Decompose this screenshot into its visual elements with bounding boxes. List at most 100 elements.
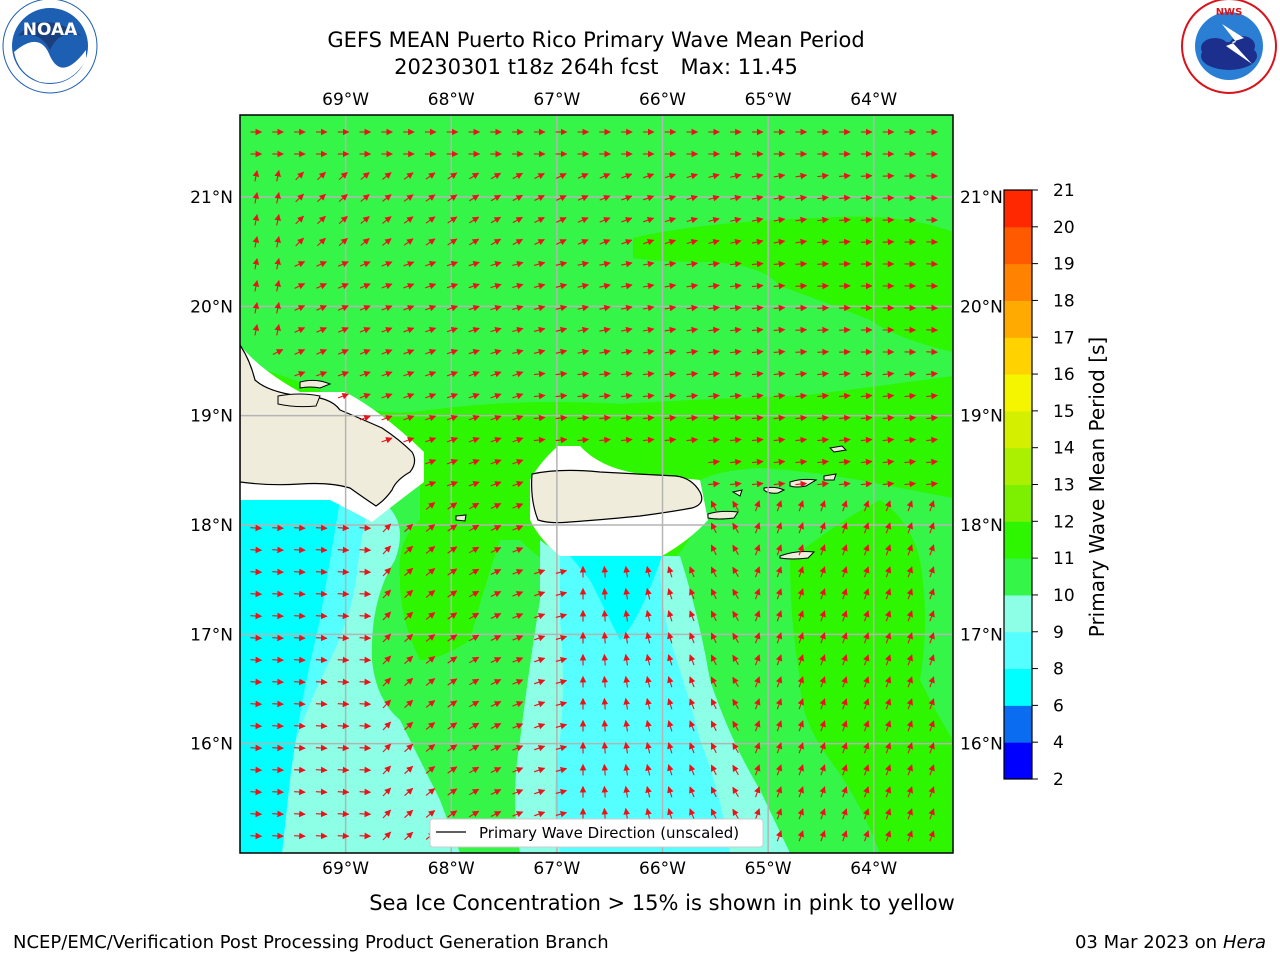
wave-direction-arrow	[469, 216, 480, 224]
wave-direction-arrow	[404, 677, 414, 687]
colorbar-tick-label: 9	[1053, 623, 1064, 643]
wave-direction-arrow	[360, 238, 370, 246]
wave-direction-arrow	[819, 566, 826, 578]
wave-direction-arrow	[382, 699, 392, 709]
wave-direction-arrow	[555, 414, 568, 422]
wave-direction-arrow	[708, 348, 720, 356]
wave-direction-arrow	[316, 283, 328, 290]
wave-direction-arrow	[839, 370, 851, 378]
wave-direction-arrow	[274, 235, 281, 248]
wave-direction-arrow	[512, 613, 524, 620]
wave-direction-arrow	[446, 371, 458, 378]
wave-direction-arrow	[404, 699, 414, 709]
mona-island-land	[455, 514, 467, 522]
wave-direction-arrow	[295, 215, 305, 225]
svg-text:NOAA: NOAA	[23, 20, 78, 40]
wave-direction-arrow	[425, 349, 437, 356]
latitude-tick-label: 21°N	[960, 188, 1003, 208]
wave-direction-arrow	[512, 767, 524, 774]
wave-direction-arrow	[533, 260, 546, 268]
wave-direction-arrow	[359, 744, 372, 752]
wave-direction-arrow	[686, 260, 699, 268]
wave-direction-arrow	[446, 481, 458, 488]
wave-direction-arrow	[294, 634, 306, 642]
wave-direction-arrow	[272, 810, 284, 818]
wave-direction-arrow	[490, 415, 502, 422]
wave-direction-legend: Primary Wave Direction (unscaled)	[429, 818, 764, 848]
wave-direction-arrow	[621, 195, 633, 202]
wave-direction-arrow	[294, 524, 306, 532]
wave-direction-arrow	[906, 742, 913, 754]
wave-direction-arrow	[841, 588, 848, 600]
wave-direction-arrow	[686, 370, 699, 378]
wave-direction-arrow	[382, 523, 392, 533]
colorbar-tick-label: 16	[1053, 365, 1075, 385]
wave-direction-arrow	[928, 610, 935, 622]
wave-direction-arrow	[274, 279, 281, 292]
wave-direction-arrow	[795, 326, 808, 334]
wave-direction-arrow	[860, 172, 873, 180]
wave-direction-arrow	[447, 568, 458, 576]
wave-direction-arrow	[382, 567, 392, 577]
wave-direction-arrow	[337, 524, 350, 532]
wave-direction-arrow	[468, 568, 480, 576]
map-subtitle: 20230301 t18z 264h fcst Max: 11.45	[240, 55, 952, 79]
wave-direction-arrow	[512, 194, 524, 202]
wave-direction-arrow	[708, 392, 720, 400]
wave-direction-arrow	[643, 239, 655, 246]
wave-direction-arrow	[860, 194, 873, 202]
wave-direction-arrow	[533, 392, 546, 400]
wave-direction-arrow	[512, 238, 524, 246]
wave-direction-arrow	[490, 811, 502, 818]
wave-direction-arrow	[817, 348, 829, 356]
wave-direction-arrow	[708, 238, 720, 246]
wave-direction-arrow	[775, 522, 783, 534]
wave-direction-arrow	[642, 414, 655, 422]
wave-direction-arrow	[577, 436, 590, 444]
colorbar-tick-label: 13	[1053, 476, 1075, 496]
wave-direction-arrow	[555, 392, 568, 400]
wave-direction-arrow	[512, 745, 524, 752]
wave-direction-arrow	[773, 194, 786, 202]
wave-direction-arrow	[404, 545, 414, 555]
wave-direction-arrow	[645, 720, 652, 732]
wave-direction-arrow	[841, 676, 848, 688]
wave-direction-arrow	[775, 588, 783, 600]
colorbar-tick-label: 14	[1053, 439, 1075, 459]
colorbar-tick-label: 11	[1053, 549, 1075, 569]
wave-direction-arrow	[555, 810, 568, 818]
wave-direction-arrow	[841, 566, 848, 578]
wave-direction-arrow	[710, 632, 717, 644]
wave-direction-arrow	[382, 216, 392, 224]
wave-direction-arrow	[601, 587, 609, 600]
wave-direction-arrow	[884, 698, 892, 710]
wave-direction-arrow	[250, 678, 263, 686]
wave-direction-arrow	[555, 282, 568, 290]
wave-direction-arrow	[490, 459, 502, 466]
wave-direction-arrow	[512, 437, 524, 444]
wave-direction-arrow	[689, 632, 696, 644]
wave-direction-arrow	[710, 698, 717, 710]
wave-direction-arrow	[490, 613, 502, 620]
wave-direction-arrow	[468, 524, 480, 532]
wave-direction-arrow	[623, 653, 630, 666]
wave-direction-arrow	[533, 326, 546, 334]
colorbar-tick-label: 2	[1053, 770, 1064, 790]
wave-direction-arrow	[446, 305, 459, 312]
wave-direction-arrow	[904, 414, 917, 422]
wave-direction-arrow	[621, 436, 633, 444]
wave-direction-arrow	[425, 546, 436, 554]
wave-direction-arrow	[623, 719, 630, 732]
wave-direction-arrow	[906, 720, 913, 732]
wave-direction-arrow	[316, 349, 328, 356]
wave-direction-arrow	[621, 392, 633, 400]
wave-direction-arrow	[404, 743, 414, 753]
longitude-tick-label: 69°W	[322, 859, 369, 879]
wave-direction-arrow	[817, 260, 829, 268]
longitude-tick-label: 66°W	[639, 90, 686, 110]
wave-direction-arrow	[667, 808, 674, 820]
latitude-tick-label: 20°N	[190, 297, 233, 317]
wave-direction-arrow	[732, 742, 739, 754]
wave-direction-arrow	[512, 569, 524, 576]
wave-direction-arrow	[730, 414, 742, 422]
